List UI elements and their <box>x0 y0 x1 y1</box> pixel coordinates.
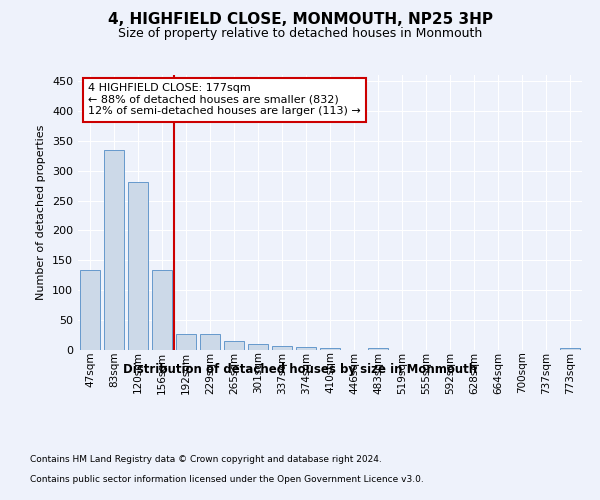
Bar <box>224 341 244 350</box>
Bar <box>296 347 316 350</box>
Text: Size of property relative to detached houses in Monmouth: Size of property relative to detached ho… <box>118 28 482 40</box>
Bar <box>320 348 340 350</box>
Bar <box>200 334 220 350</box>
Text: 4, HIGHFIELD CLOSE, MONMOUTH, NP25 3HP: 4, HIGHFIELD CLOSE, MONMOUTH, NP25 3HP <box>107 12 493 28</box>
Text: Contains public sector information licensed under the Open Government Licence v3: Contains public sector information licen… <box>30 475 424 484</box>
Bar <box>176 334 196 350</box>
Bar <box>80 270 100 350</box>
Bar <box>368 348 388 350</box>
Bar <box>104 150 124 350</box>
Bar <box>272 346 292 350</box>
Bar <box>152 270 172 350</box>
Bar <box>248 344 268 350</box>
Text: Contains HM Land Registry data © Crown copyright and database right 2024.: Contains HM Land Registry data © Crown c… <box>30 455 382 464</box>
Y-axis label: Number of detached properties: Number of detached properties <box>37 125 46 300</box>
Text: Distribution of detached houses by size in Monmouth: Distribution of detached houses by size … <box>123 362 477 376</box>
Bar <box>128 182 148 350</box>
Bar <box>560 348 580 350</box>
Text: 4 HIGHFIELD CLOSE: 177sqm
← 88% of detached houses are smaller (832)
12% of semi: 4 HIGHFIELD CLOSE: 177sqm ← 88% of detac… <box>88 83 361 116</box>
